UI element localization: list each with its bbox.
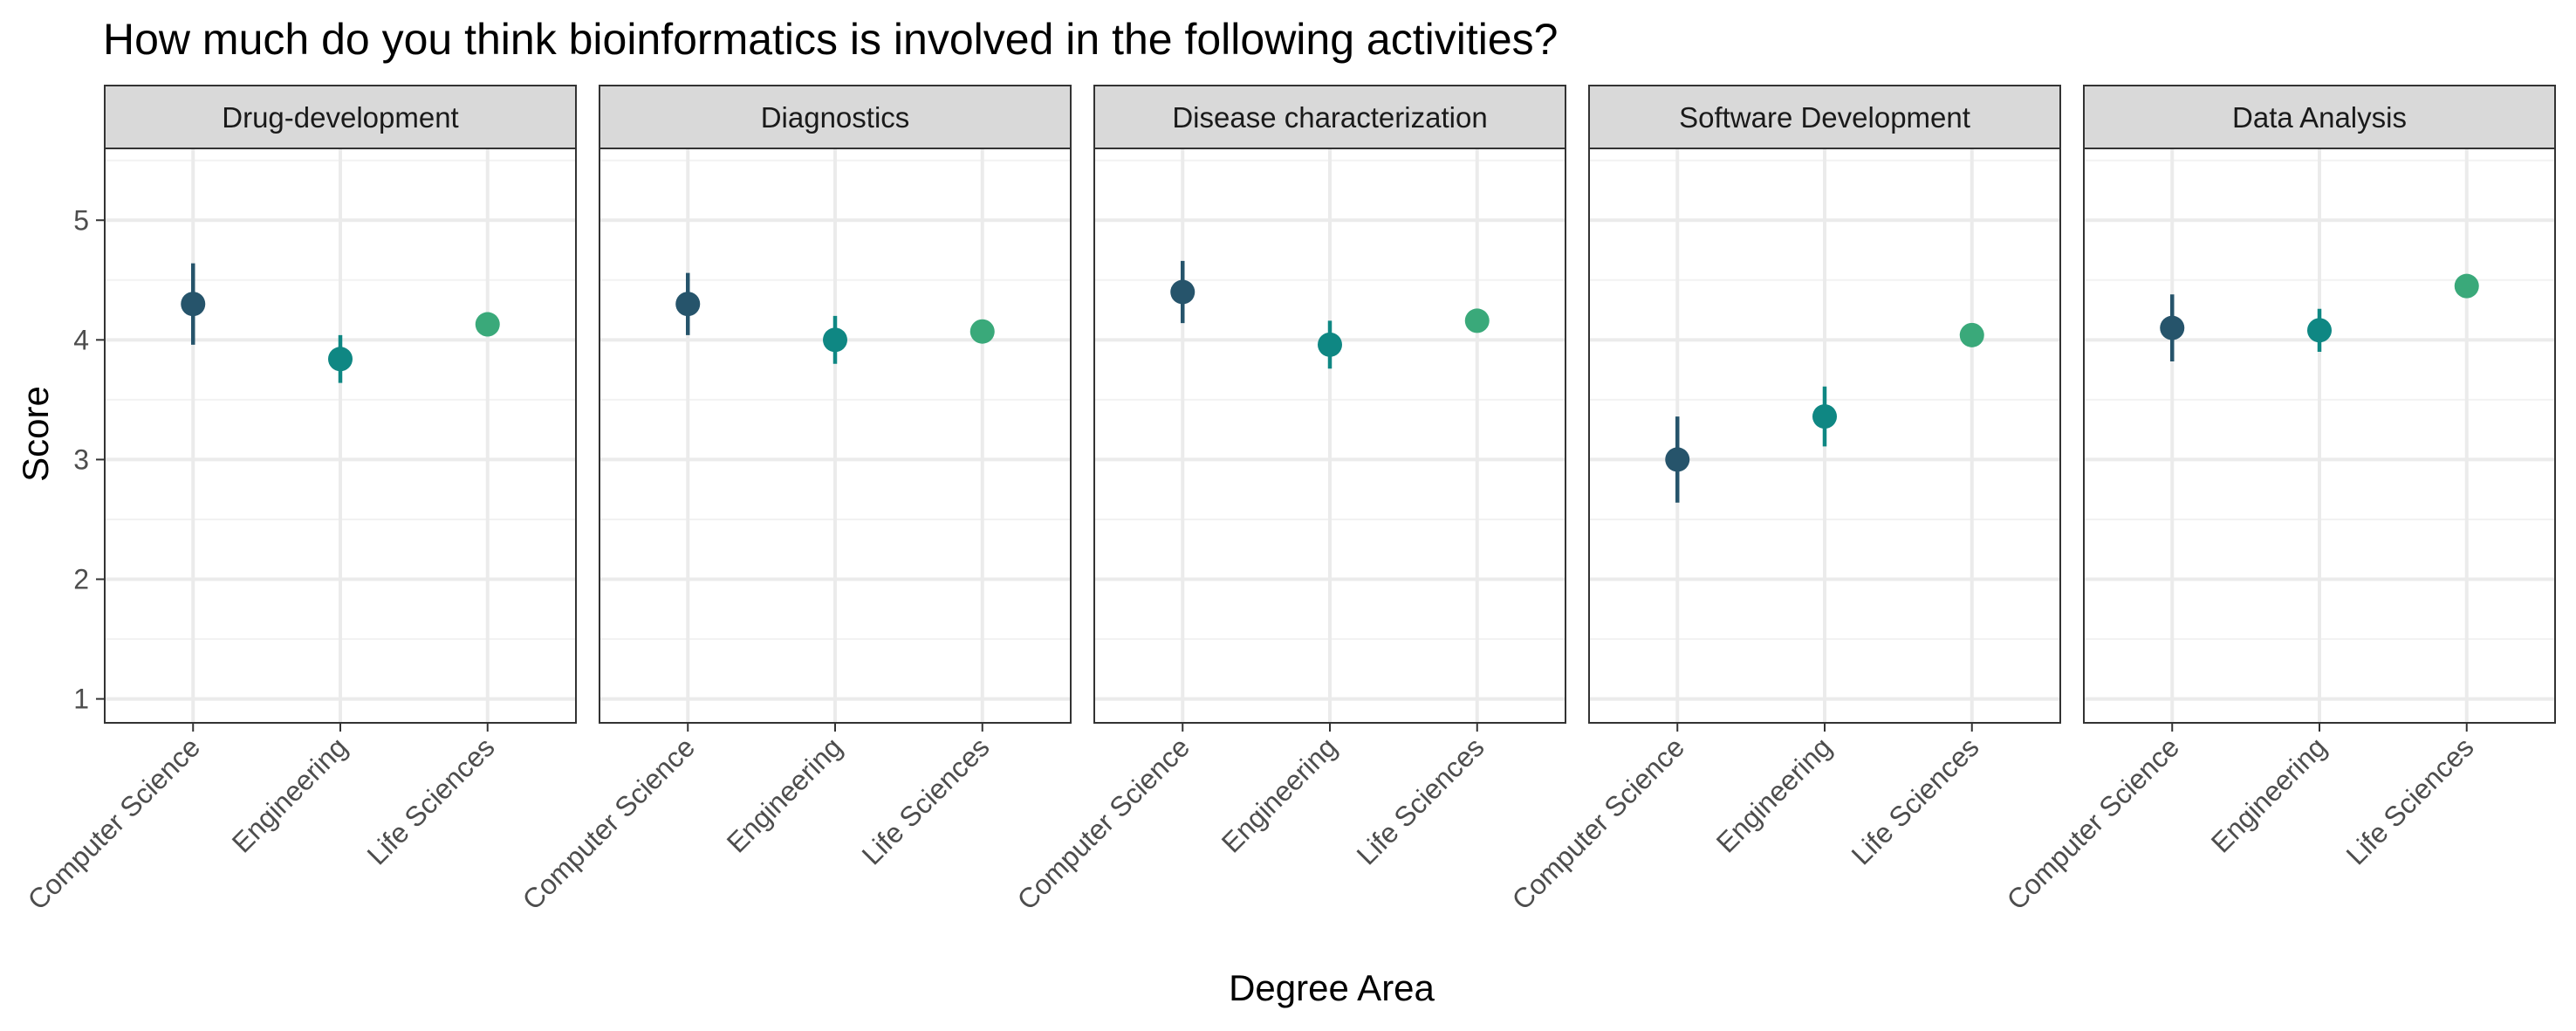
point-computer-science bbox=[2160, 315, 2185, 340]
x-tick-label: Engineering bbox=[226, 731, 353, 858]
point-engineering bbox=[823, 327, 847, 353]
facet-strip-label: Disease characterization bbox=[1172, 101, 1487, 134]
x-tick-label: Engineering bbox=[1710, 731, 1838, 858]
point-life-sciences bbox=[969, 319, 995, 344]
facet-disease-characterization: Disease characterization Computer Science… bbox=[1011, 85, 1566, 916]
x-tick-label: Life Sciences bbox=[361, 731, 501, 870]
x-axis-title: Degree Area bbox=[1229, 967, 1435, 1008]
point-engineering bbox=[1812, 404, 1837, 430]
point-engineering bbox=[1318, 332, 1342, 357]
point-computer-science bbox=[675, 292, 701, 317]
x-tick-label: Engineering bbox=[721, 731, 848, 858]
facet-strip bbox=[599, 85, 1072, 149]
x-tick-label: Life Sciences bbox=[1351, 731, 1490, 870]
y-axis: 1 2 3 4 5 bbox=[73, 204, 105, 715]
facet-drug-development: Drug-development Computer Science Engineer… bbox=[22, 85, 577, 916]
point-life-sciences bbox=[475, 312, 500, 337]
x-tick-label: Life Sciences bbox=[856, 731, 996, 870]
point-engineering bbox=[2307, 318, 2332, 343]
facet-software-development: Software Development Computer Science Engi… bbox=[1506, 85, 2061, 916]
y-tick-label: 5 bbox=[73, 204, 89, 236]
point-computer-science bbox=[1665, 447, 1690, 472]
point-life-sciences bbox=[1959, 322, 1984, 347]
point-engineering bbox=[328, 347, 353, 372]
facet-strip-label: Diagnostics bbox=[761, 101, 910, 134]
point-computer-science bbox=[1170, 279, 1196, 305]
facet-strip-label: Drug-development bbox=[222, 101, 458, 134]
x-tick-label: Life Sciences bbox=[1846, 731, 1985, 870]
x-tick-label: Computer Science bbox=[1506, 731, 1691, 916]
point-computer-science bbox=[181, 292, 206, 317]
facet-strip bbox=[104, 85, 577, 149]
x-tick-label: Engineering bbox=[2205, 731, 2333, 858]
x-tick-label: Computer Science bbox=[2001, 731, 2186, 916]
y-tick-label: 3 bbox=[73, 443, 89, 475]
y-tick-label: 2 bbox=[73, 564, 89, 595]
facet-strip bbox=[2083, 85, 2556, 149]
facet-strip bbox=[1588, 85, 2061, 149]
facet-data-analysis: Data Analysis Computer Science Engineering… bbox=[2001, 85, 2556, 916]
facet-strip bbox=[1093, 85, 1566, 149]
facet-diagnostics: Diagnostics Computer Science Engineering Li… bbox=[517, 85, 1072, 916]
y-axis-title: Score bbox=[15, 386, 56, 482]
y-tick-label: 4 bbox=[73, 324, 89, 355]
point-life-sciences bbox=[1464, 308, 1490, 333]
y-tick-label: 1 bbox=[73, 684, 89, 715]
x-tick-label: Engineering bbox=[1216, 731, 1343, 858]
facet-strip-label: Software Development bbox=[1679, 101, 1970, 134]
chart-title: How much do you think bioinformatics is … bbox=[103, 15, 1558, 64]
facet-strip-label: Data Analysis bbox=[2232, 101, 2407, 134]
x-tick-label: Computer Science bbox=[1011, 731, 1196, 916]
x-tick-label: Computer Science bbox=[22, 731, 207, 916]
x-tick-label: Life Sciences bbox=[2340, 731, 2480, 870]
point-life-sciences bbox=[2454, 273, 2479, 299]
x-tick-label: Computer Science bbox=[517, 731, 702, 916]
